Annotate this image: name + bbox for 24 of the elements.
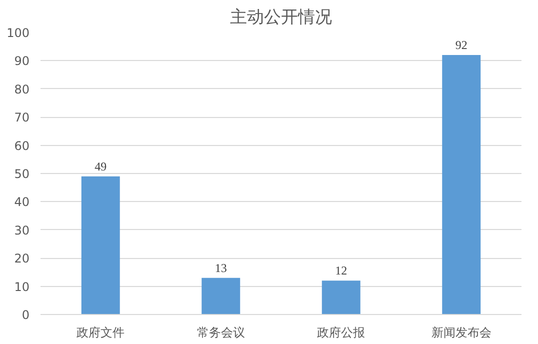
y-tick-label: 30 [14,223,30,238]
y-tick-label: 90 [14,54,30,68]
chart-title: 主动公开情况 [230,8,332,28]
bar [81,176,120,314]
y-tick-label: 0 [22,308,30,322]
x-tick-label: 政府公报 [317,326,366,340]
bar [322,280,360,314]
x-tick-label: 政府文件 [76,326,125,340]
x-tick-label: 常务会议 [196,326,245,340]
y-tick-label: 70 [14,110,30,125]
data-label: 92 [455,38,468,52]
data-label: 12 [335,264,348,278]
data-label: 49 [94,159,107,174]
y-tick-label: 50 [14,167,30,181]
bar [202,278,240,314]
x-tick-label: 新闻发布会 [431,326,492,340]
data-label: 13 [214,260,227,275]
y-tick-label: 40 [14,195,30,210]
bar [442,55,481,314]
y-tick-label: 80 [14,82,30,96]
y-tick-label: 100 [6,26,30,40]
y-tick-label: 60 [14,138,30,153]
y-tick-label: 20 [14,252,30,266]
y-tick-label: 10 [14,280,30,294]
